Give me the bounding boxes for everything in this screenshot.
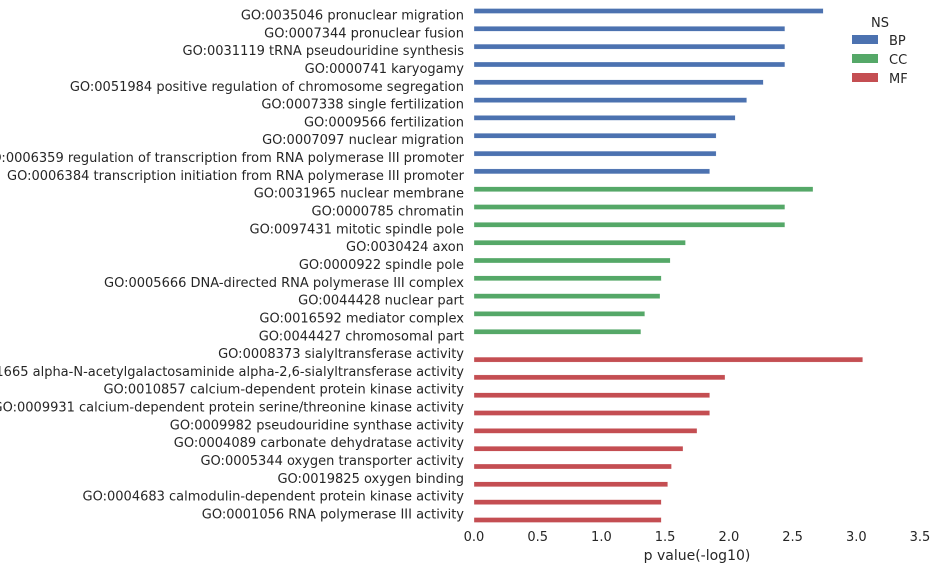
bar-mf-8 [473, 499, 662, 505]
category-label: GO:0030424 axon [346, 240, 464, 255]
bar-cc-6 [473, 293, 661, 299]
category-label: GO:0007338 single fertilization [261, 98, 464, 113]
legend-entries: BP CC MF [852, 34, 908, 87]
x-tick-label: 3.0 [846, 530, 867, 545]
bar-mf-9 [473, 517, 662, 523]
bar-mf-1 [473, 374, 726, 381]
bar-mf-3 [473, 410, 710, 416]
category-label: GO:0001665 alpha-N-acetylgalactosaminide… [0, 365, 464, 380]
x-tick-label: 2.0 [719, 530, 740, 545]
bar-bp-3 [473, 61, 786, 68]
category-label: GO:0016592 mediator complex [259, 311, 464, 326]
x-tick-label: 0.0 [464, 530, 485, 545]
x-tick-label: 2.5 [782, 530, 803, 545]
category-label: GO:0005666 DNA-directed RNA polymerase I… [104, 276, 464, 291]
bar-mf-4 [473, 428, 698, 434]
category-label: GO:0001056 RNA polymerase III activity [202, 508, 465, 523]
bar-bp-6 [473, 115, 736, 121]
category-label: GO:0006384 transcription initiation from… [7, 169, 465, 184]
bar-mf-2 [473, 392, 710, 398]
category-label: GO:0005344 oxygen transporter activity [200, 454, 464, 469]
bar-mf-5 [473, 446, 684, 452]
category-label: GO:0000741 karyogamy [305, 62, 465, 77]
bar-bp-8 [473, 150, 717, 157]
legend-label-mf: MF [889, 72, 908, 87]
category-label: GO:0019825 oxygen binding [277, 472, 464, 487]
bar-mf-0 [473, 356, 863, 363]
bar-cc-5 [473, 275, 662, 281]
legend-swatch-mf [852, 73, 878, 82]
category-label: GO:0008373 sialyltransferase activity [218, 347, 464, 362]
bar-bp-0 [473, 8, 824, 14]
category-label: GO:0010857 calcium-dependent protein kin… [103, 383, 464, 398]
category-label: GO:0031119 tRNA pseudouridine synthesis [183, 44, 465, 59]
bar-mf-6 [473, 463, 672, 470]
bar-bp-4 [473, 79, 764, 85]
category-label: GO:0031965 nuclear membrane [254, 187, 464, 202]
category-label: GO:0007097 nuclear migration [262, 133, 464, 148]
category-label: GO:0004089 carbonate dehydratase activit… [174, 436, 465, 451]
x-tick-labels: 0.0 0.5 1.0 1.5 2.0 2.5 3.0 3.5 [464, 530, 931, 545]
category-label: GO:0044427 chromosomal part [259, 329, 464, 344]
bars-group [473, 8, 863, 523]
category-label: GO:0004683 calmodulin-dependent protein … [83, 490, 465, 505]
legend-title: NS [871, 16, 889, 31]
bar-cc-4 [473, 257, 671, 264]
category-labels: GO:0035046 pronuclear migration GO:000734… [0, 9, 465, 523]
category-label: GO:0000785 chromatin [312, 205, 464, 220]
bar-bp-9 [473, 168, 710, 175]
category-label: GO:0007344 pronuclear fusion [264, 26, 464, 41]
bar-mf-7 [473, 481, 668, 487]
category-label: GO:0044428 nuclear part [298, 294, 464, 309]
bar-cc-3 [473, 240, 686, 246]
category-label: GO:0009982 pseudouridine synthase activi… [170, 418, 465, 433]
bar-cc-2 [473, 222, 786, 228]
legend-label-cc: CC [889, 53, 907, 68]
legend: NS BP CC MF [852, 16, 908, 87]
category-label: GO:0006359 regulation of transcription f… [0, 151, 465, 166]
category-label: GO:0035046 pronuclear migration [241, 9, 464, 24]
bar-cc-8 [473, 329, 642, 335]
bar-bp-7 [473, 133, 717, 139]
legend-swatch-bp [852, 35, 878, 44]
bar-bp-2 [473, 43, 786, 50]
bar-cc-7 [473, 311, 645, 317]
x-tick-label: 1.5 [655, 530, 676, 545]
category-label: GO:0000922 spindle pole [299, 258, 464, 273]
x-tick-label: 3.5 [910, 530, 931, 545]
bar-bp-1 [473, 26, 786, 32]
category-label: GO:0009566 fertilization [304, 115, 464, 130]
bar-cc-0 [473, 186, 814, 192]
legend-swatch-cc [852, 54, 878, 63]
bar-cc-1 [473, 204, 786, 210]
category-label: GO:0097431 mitotic spindle pole [250, 222, 465, 237]
x-tick-label: 1.0 [591, 530, 612, 545]
x-tick-label: 0.5 [527, 530, 548, 545]
category-label: GO:0051984 positive regulation of chromo… [70, 80, 464, 95]
x-axis-label: p value(-log10) [644, 548, 751, 564]
category-label: GO:0009931 calcium-dependent protein ser… [0, 401, 464, 416]
bar-bp-5 [473, 97, 747, 103]
legend-label-bp: BP [889, 34, 906, 49]
